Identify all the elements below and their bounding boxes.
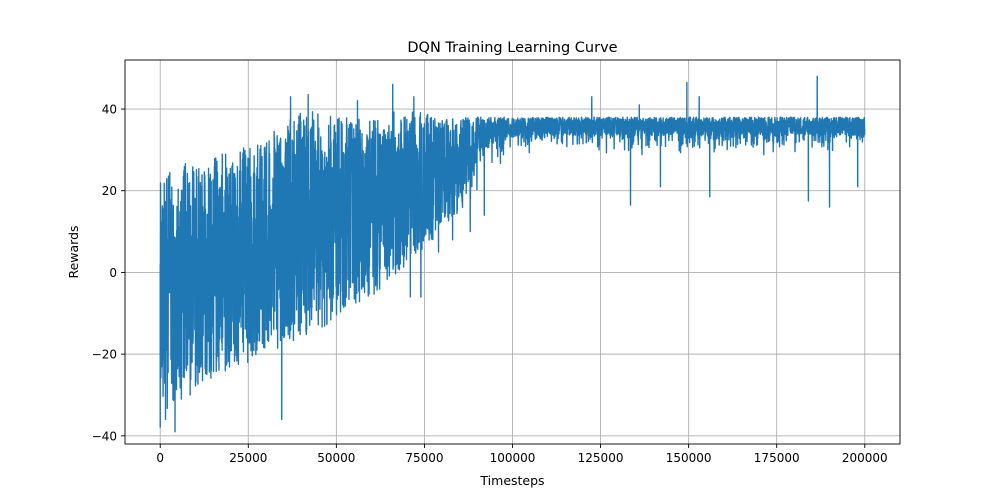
x-tick-label: 150000 xyxy=(666,451,712,465)
x-axis-label: Timesteps xyxy=(479,473,544,488)
y-axis-label: Rewards xyxy=(66,225,81,278)
chart-title: DQN Training Learning Curve xyxy=(407,40,617,56)
series-layer xyxy=(159,75,866,433)
x-axis: 0 25000 50000 75000 100000 125000 150000 175000… xyxy=(156,444,888,465)
y-axis: −40 −20 0 20 40 xyxy=(92,103,125,443)
x-tick-label: 100000 xyxy=(490,451,536,465)
y-tick-label: 40 xyxy=(102,103,117,117)
y-tick-label: 20 xyxy=(102,184,117,198)
x-tick-label: 0 xyxy=(156,451,164,465)
x-tick-label: 200000 xyxy=(842,451,888,465)
x-tick-label: 50000 xyxy=(317,451,355,465)
x-tick-label: 125000 xyxy=(578,451,624,465)
reward-series-line xyxy=(159,75,866,433)
y-tick-label: −40 xyxy=(92,429,117,443)
x-tick-label: 25000 xyxy=(229,451,267,465)
x-tick-label: 175000 xyxy=(754,451,800,465)
y-tick-label: −20 xyxy=(92,348,117,362)
x-tick-label: 75000 xyxy=(405,451,443,465)
y-tick-label: 0 xyxy=(109,266,117,280)
